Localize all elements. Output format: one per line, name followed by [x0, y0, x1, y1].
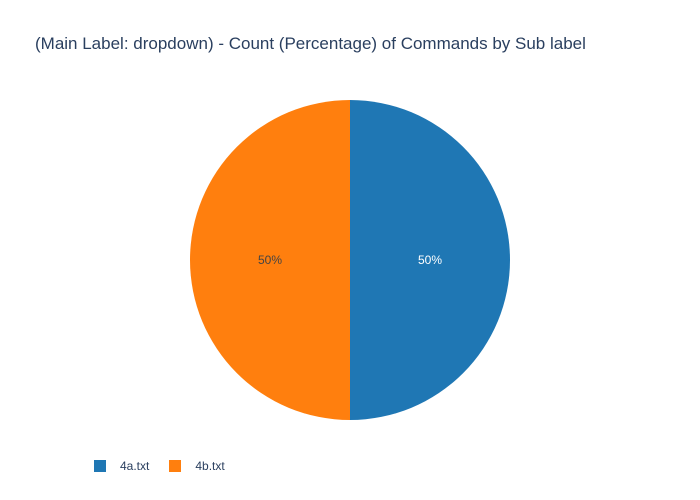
legend: 4a.txt 4b.txt [94, 459, 245, 473]
pie-slice-4b-txt[interactable] [190, 100, 350, 420]
legend-item-4a[interactable]: 4a.txt [94, 459, 149, 473]
legend-item-4b[interactable]: 4b.txt [169, 459, 225, 473]
chart-title: (Main Label: dropdown) - Count (Percenta… [35, 34, 586, 53]
legend-label-4b: 4b.txt [195, 459, 225, 473]
pie-slice-4a-txt[interactable] [350, 100, 510, 420]
legend-swatch-4b [169, 460, 182, 472]
legend-label-4a: 4a.txt [120, 459, 150, 473]
legend-swatch-4a [94, 460, 106, 472]
pie-slice-label-4b-txt: 50% [258, 253, 282, 267]
pie-slice-label-4a-txt: 50% [418, 253, 442, 267]
